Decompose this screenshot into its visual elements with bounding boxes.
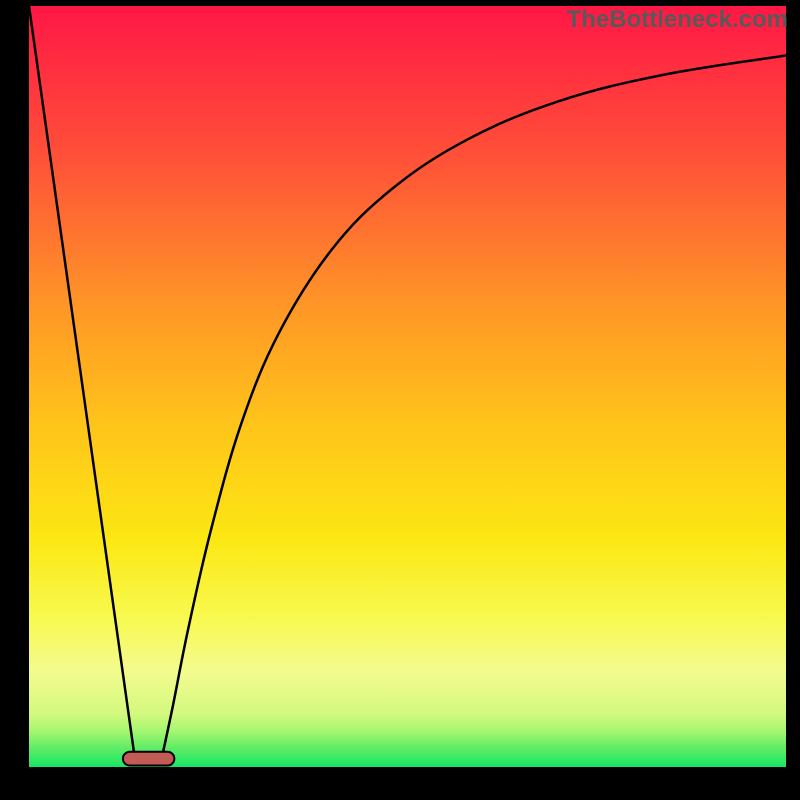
chart-container: TheBottleneck.com (0, 0, 800, 800)
chart-svg (29, 6, 786, 767)
optimum-marker (123, 752, 174, 766)
watermark-text: TheBottleneck.com (567, 6, 788, 34)
gradient-background (29, 6, 786, 767)
plot-area (29, 6, 786, 767)
